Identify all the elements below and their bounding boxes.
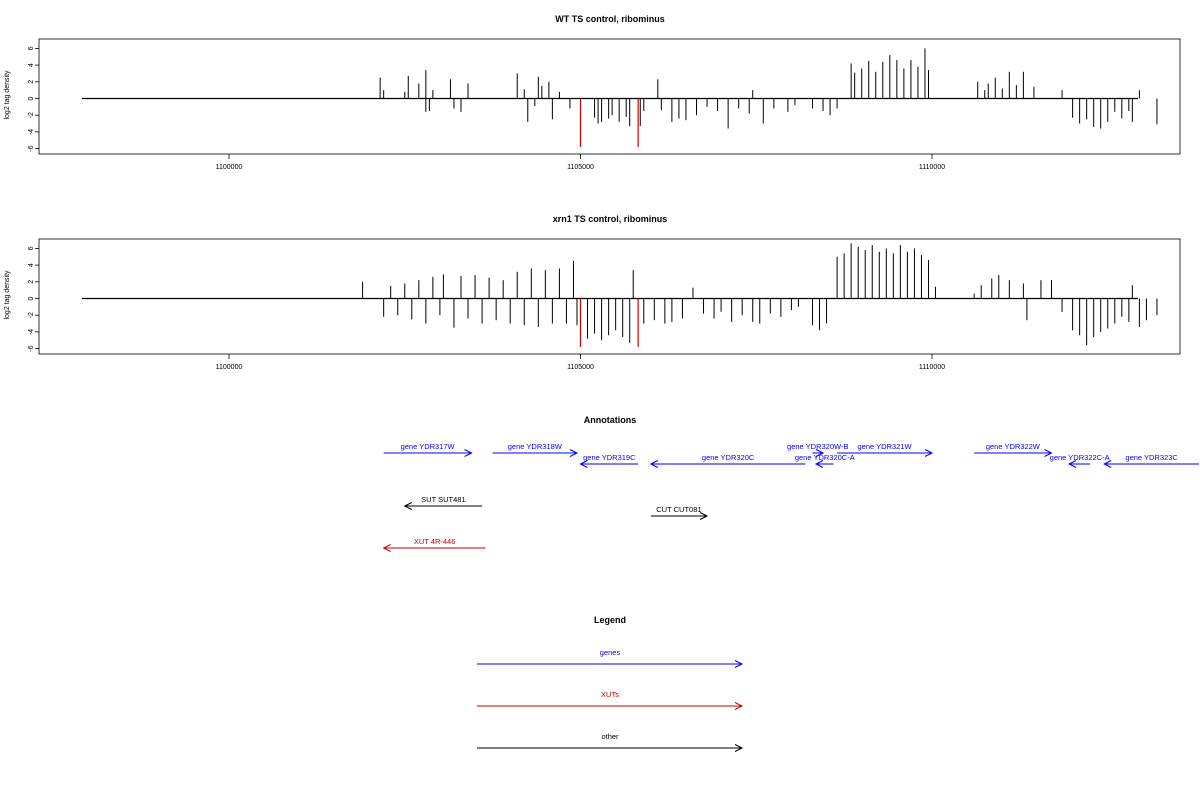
feature-arrow-head: [1103, 460, 1112, 468]
xrn1-track-frame: [38, 238, 1181, 355]
feature-arrow-head: [924, 449, 934, 457]
feature-arrow-head: [1067, 460, 1077, 468]
annotation-features: gene YDR317W gene YDR318W gene YDR319C gene…: [382, 442, 1199, 552]
feature-label: gene YDR322W: [986, 442, 1041, 451]
feature-label: XUT 4R-446: [414, 537, 456, 546]
y-tick-label: -6: [28, 145, 35, 151]
feature-label: gene YDR320C: [702, 453, 755, 462]
x-tick-label: 1100000: [216, 164, 243, 171]
y-tick-label: 6: [28, 46, 35, 50]
y-tick-label: -4: [28, 129, 35, 135]
y-tick-label: 2: [28, 280, 35, 284]
y-tick-label: -4: [28, 329, 35, 335]
x-tick-label: 1110000: [919, 164, 945, 171]
feature-arrow-head: [403, 502, 412, 510]
feature-label: gene YDR320W-B: [787, 442, 848, 451]
feature-label: gene YDR318W: [508, 442, 563, 451]
legend-panel: Legend genes XUTs other: [477, 615, 744, 752]
feature-arrow-head: [815, 449, 825, 457]
y-tick-label: 4: [28, 63, 35, 67]
xrn1-track-xaxis: 1100000 1105000 1110000: [216, 354, 945, 371]
xrn1-track-panel: xrn1 TS control, ribominus log2 tag dens…: [4, 214, 1181, 371]
x-tick-label: 1105000: [567, 164, 594, 171]
legend-arrow-head: [734, 744, 744, 752]
feature-label: gene YDR319C: [583, 453, 636, 462]
feature-label: CUT CUT081: [656, 505, 701, 514]
legend-arrow-head: [734, 660, 744, 668]
feature-label: gene YDR321W: [858, 442, 913, 451]
feature-arrow-head: [649, 460, 659, 468]
x-tick-label: 1105000: [567, 364, 594, 371]
xrn1-track-title: xrn1 TS control, ribominus: [553, 214, 668, 224]
legend-label: XUTs: [601, 690, 619, 699]
feature-arrow-head: [699, 512, 709, 520]
y-tick-label: 6: [28, 246, 35, 250]
feature-arrow-head: [464, 449, 473, 457]
annotations-title: Annotations: [584, 415, 637, 425]
xrn1-track-yaxis: 6 4 2 0 -2 -4 -6: [28, 246, 39, 352]
wt-track-panel: WT TS control, ribominus log2 tag densit…: [4, 14, 1181, 171]
feature-label: gene YDR320C-A: [795, 453, 855, 462]
y-tick-label: 0: [28, 296, 35, 300]
legend-arrow-head: [734, 702, 744, 710]
legend-items: genes XUTs other: [477, 648, 744, 752]
xrn1-track-ylabel: log2 tag density: [4, 270, 11, 320]
feature-arrow-head: [382, 544, 391, 552]
x-tick-label: 1100000: [216, 364, 243, 371]
legend-label: other: [601, 732, 619, 741]
y-tick-label: -2: [28, 112, 35, 118]
legend-label: genes: [600, 648, 621, 657]
legend-title: Legend: [594, 615, 626, 625]
annotations-panel: Annotations gene YDR317W gene YDR318Wgene…: [382, 415, 1199, 552]
feature-arrow-head: [579, 460, 588, 468]
wt-track-ylabel: log2 tag density: [4, 70, 11, 120]
xrn1-track-bars: [82, 243, 1158, 347]
wt-track-yaxis: 6 4 2 0 -2 -4 -6: [28, 46, 39, 152]
feature-arrow-head: [814, 460, 824, 468]
wt-track-title: WT TS control, ribominus: [555, 14, 665, 24]
feature-arrow-head: [1044, 449, 1053, 457]
y-tick-label: -6: [28, 345, 35, 351]
feature-label: gene YDR317W: [401, 442, 456, 451]
x-tick-label: 1110000: [919, 364, 945, 371]
wt-track-xaxis: 1100000 1105000 1110000: [216, 154, 945, 171]
feature-label: SUT SUT481: [421, 495, 465, 504]
wt-track-frame: [38, 38, 1181, 155]
y-tick-label: -2: [28, 312, 35, 318]
y-tick-label: 4: [28, 263, 35, 267]
feature-label: gene YDR323C: [1125, 453, 1178, 462]
y-tick-label: 2: [28, 80, 35, 84]
feature-arrow-head: [569, 449, 579, 457]
wt-track-bars: [82, 48, 1158, 147]
feature-label: gene YDR322C-A: [1050, 453, 1110, 462]
y-tick-label: 0: [28, 96, 35, 100]
